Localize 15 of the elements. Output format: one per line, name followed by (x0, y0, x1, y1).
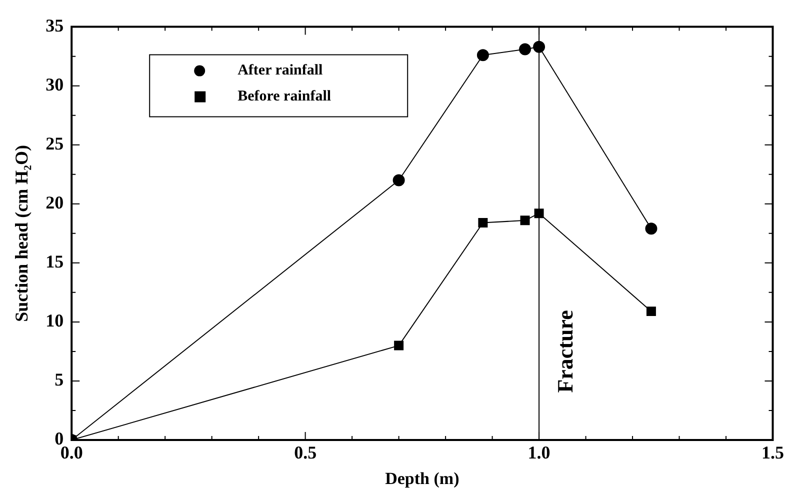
y-tick-label: 20 (46, 192, 64, 213)
y-tick-label: 10 (46, 310, 64, 331)
y-tick-label: 5 (54, 370, 64, 390)
legend-label: After rainfall (238, 62, 323, 79)
y-tick-label: 15 (46, 252, 64, 272)
x-tick-label: 1.5 (762, 442, 784, 462)
x-tick-label: 0.5 (294, 442, 317, 462)
x-axis-title: Depth (m) (385, 469, 460, 488)
y-axis-title: Suction head (cm H₂O) (11, 144, 32, 322)
y-tick-label: 35 (46, 15, 64, 36)
ref-line-label: Fracture (552, 310, 578, 393)
y-tick-label: 30 (46, 74, 64, 94)
x-tick-label: 1.0 (528, 442, 550, 462)
legend-label: Before rainfall (238, 88, 332, 105)
y-tick-label: 25 (46, 134, 64, 154)
